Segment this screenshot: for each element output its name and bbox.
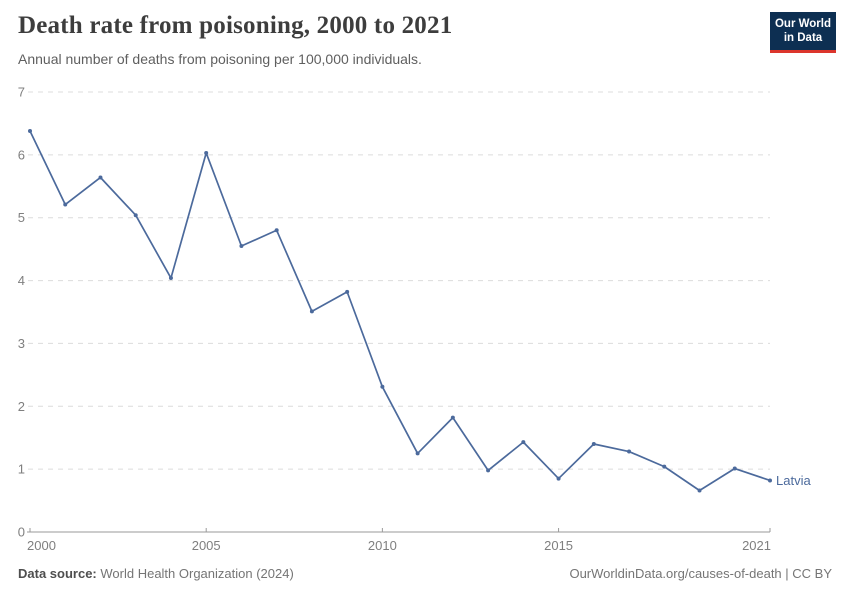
x-tick-label: 2021 bbox=[742, 538, 771, 553]
y-tick-label: 1 bbox=[18, 462, 25, 477]
data-point[interactable] bbox=[450, 415, 455, 420]
line-series-latvia bbox=[29, 130, 771, 492]
page-title: Death rate from poisoning, 2000 to 2021 bbox=[18, 12, 453, 39]
x-tick-label: 2015 bbox=[544, 538, 573, 553]
data-point[interactable] bbox=[697, 488, 702, 493]
data-point[interactable] bbox=[591, 442, 596, 446]
x-tick-label: 2005 bbox=[192, 538, 221, 553]
data-source-value: World Health Organization (2024) bbox=[100, 566, 294, 581]
data-point[interactable] bbox=[486, 468, 491, 473]
data-point[interactable] bbox=[380, 384, 385, 389]
data-point[interactable] bbox=[521, 440, 526, 445]
y-tick-label: 6 bbox=[18, 147, 25, 162]
data-point[interactable] bbox=[63, 202, 68, 207]
data-point[interactable] bbox=[239, 244, 244, 248]
logo-text-line2: in Data bbox=[783, 32, 823, 45]
x-tick-label: 2000 bbox=[27, 538, 56, 553]
y-tick-label: 3 bbox=[18, 336, 25, 351]
data-point[interactable] bbox=[345, 289, 350, 294]
y-tick-label: 5 bbox=[18, 210, 25, 225]
data-point[interactable] bbox=[662, 464, 667, 469]
data-point[interactable] bbox=[274, 228, 279, 233]
series-label: Latvia bbox=[776, 473, 811, 488]
data-point[interactable] bbox=[133, 213, 138, 218]
data-source-label: Data source: bbox=[18, 566, 97, 581]
data-point[interactable] bbox=[98, 175, 103, 180]
license-link[interactable]: OurWorldinData.org/causes-of-death | CC … bbox=[569, 566, 832, 581]
chart-subtitle: Annual number of deaths from poisoning p… bbox=[18, 51, 422, 67]
y-tick-label: 2 bbox=[18, 399, 25, 414]
logo-text-line1: Our World bbox=[774, 18, 831, 30]
data-point[interactable] bbox=[204, 150, 209, 155]
data-point[interactable] bbox=[309, 309, 314, 314]
y-tick-label: 4 bbox=[18, 273, 25, 288]
chart-footer: Data source: World Health Organization (… bbox=[18, 566, 832, 581]
data-point[interactable] bbox=[627, 449, 632, 454]
data-point[interactable] bbox=[732, 466, 737, 471]
x-tick-label: 2010 bbox=[368, 538, 397, 553]
data-source: Data source: World Health Organization (… bbox=[18, 566, 294, 581]
data-point[interactable] bbox=[168, 276, 173, 281]
data-point[interactable] bbox=[28, 128, 32, 133]
data-point[interactable] bbox=[768, 478, 772, 483]
y-tick-label: 0 bbox=[18, 525, 25, 540]
data-point[interactable] bbox=[415, 451, 420, 456]
owid-logo: Our World in Data bbox=[770, 12, 836, 53]
y-tick-label: 7 bbox=[18, 85, 25, 100]
data-point[interactable] bbox=[556, 476, 561, 481]
